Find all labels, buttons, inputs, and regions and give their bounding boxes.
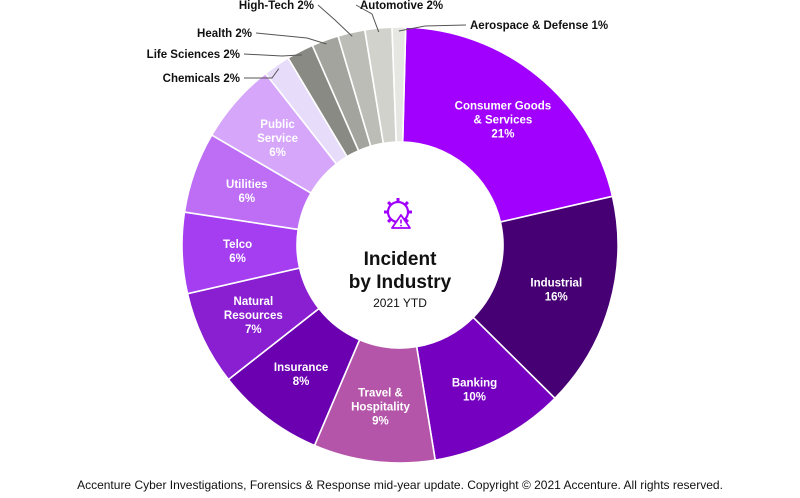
slice-label-consumer-goods-2: 21%	[491, 128, 514, 140]
slice-label-telco-1: 6%	[229, 253, 246, 265]
outside-label-automotive-2: Automotive 2%	[360, 0, 443, 12]
chart-slices	[181, 26, 619, 464]
slice-label-utilities-0: Utilities	[226, 179, 268, 191]
slice-label-public-2: 6%	[269, 147, 286, 159]
slice-label-banking-1: 10%	[463, 391, 486, 403]
slice-label-industrial-1: 16%	[545, 292, 568, 304]
slice-label-natural-0: Natural	[234, 296, 274, 308]
outside-label-health-2: Health 2%	[197, 28, 252, 40]
leader-chemicals-2	[244, 68, 280, 79]
donut-chart: Consumer Goods & Services 21% Industrial 16%…	[147, 0, 619, 464]
slice-label-travel-2: 9%	[372, 415, 389, 427]
slice-label-travel-0: Travel &	[358, 387, 403, 399]
center-subtitle: 2021 YTD	[373, 296, 427, 310]
outside-label-aerospace-defense-1: Aerospace & Defense 1%	[470, 20, 608, 32]
outside-label-life-sciences-2: Life Sciences 2%	[147, 49, 240, 61]
leader-automotive-2	[355, 4, 380, 33]
slice-label-insurance-1: 8%	[293, 376, 310, 388]
slice-label-industrial-0: Industrial	[530, 278, 582, 290]
outside-label-chemicals-2: Chemicals 2%	[163, 73, 240, 85]
leader-life-sciences-2	[243, 53, 302, 57]
leader-health-2	[255, 32, 327, 45]
slice-label-public-0: Public	[260, 119, 295, 131]
slice-label-travel-1: Hospitality	[351, 401, 410, 413]
leader-aerospace-defense-1	[398, 24, 467, 32]
slice-label-banking-0: Banking	[452, 377, 497, 389]
leader-high-tech-2	[317, 4, 353, 37]
slice-label-utilities-1: 6%	[239, 193, 256, 205]
slice-label-telco-0: Telco	[223, 239, 252, 251]
slice-label-natural-1: Resources	[224, 310, 283, 322]
outside-label-high-tech-2: High-Tech 2%	[239, 0, 314, 12]
slice-labels: Consumer Goods & Services 21% Industrial 16%…	[147, 0, 608, 427]
center-title-line-2: by Industry	[349, 272, 452, 293]
slice-label-natural-2: 7%	[245, 324, 262, 336]
slice-label-consumer-goods-1: & Services	[474, 114, 533, 126]
center-title-line-1: Incident	[364, 249, 438, 270]
gear-warning-icon	[384, 198, 412, 229]
slice-label-public-1: Service	[257, 133, 298, 145]
chart-center: Incident by Industry 2021 YTD	[349, 198, 452, 310]
slice-label-insurance-0: Insurance	[274, 362, 328, 374]
footer-copyright: Accenture Cyber Investigations, Forensic…	[77, 478, 723, 492]
leader-lines	[243, 4, 467, 79]
slice-label-consumer-goods-0: Consumer Goods	[455, 100, 551, 112]
donut-hole	[297, 142, 503, 348]
